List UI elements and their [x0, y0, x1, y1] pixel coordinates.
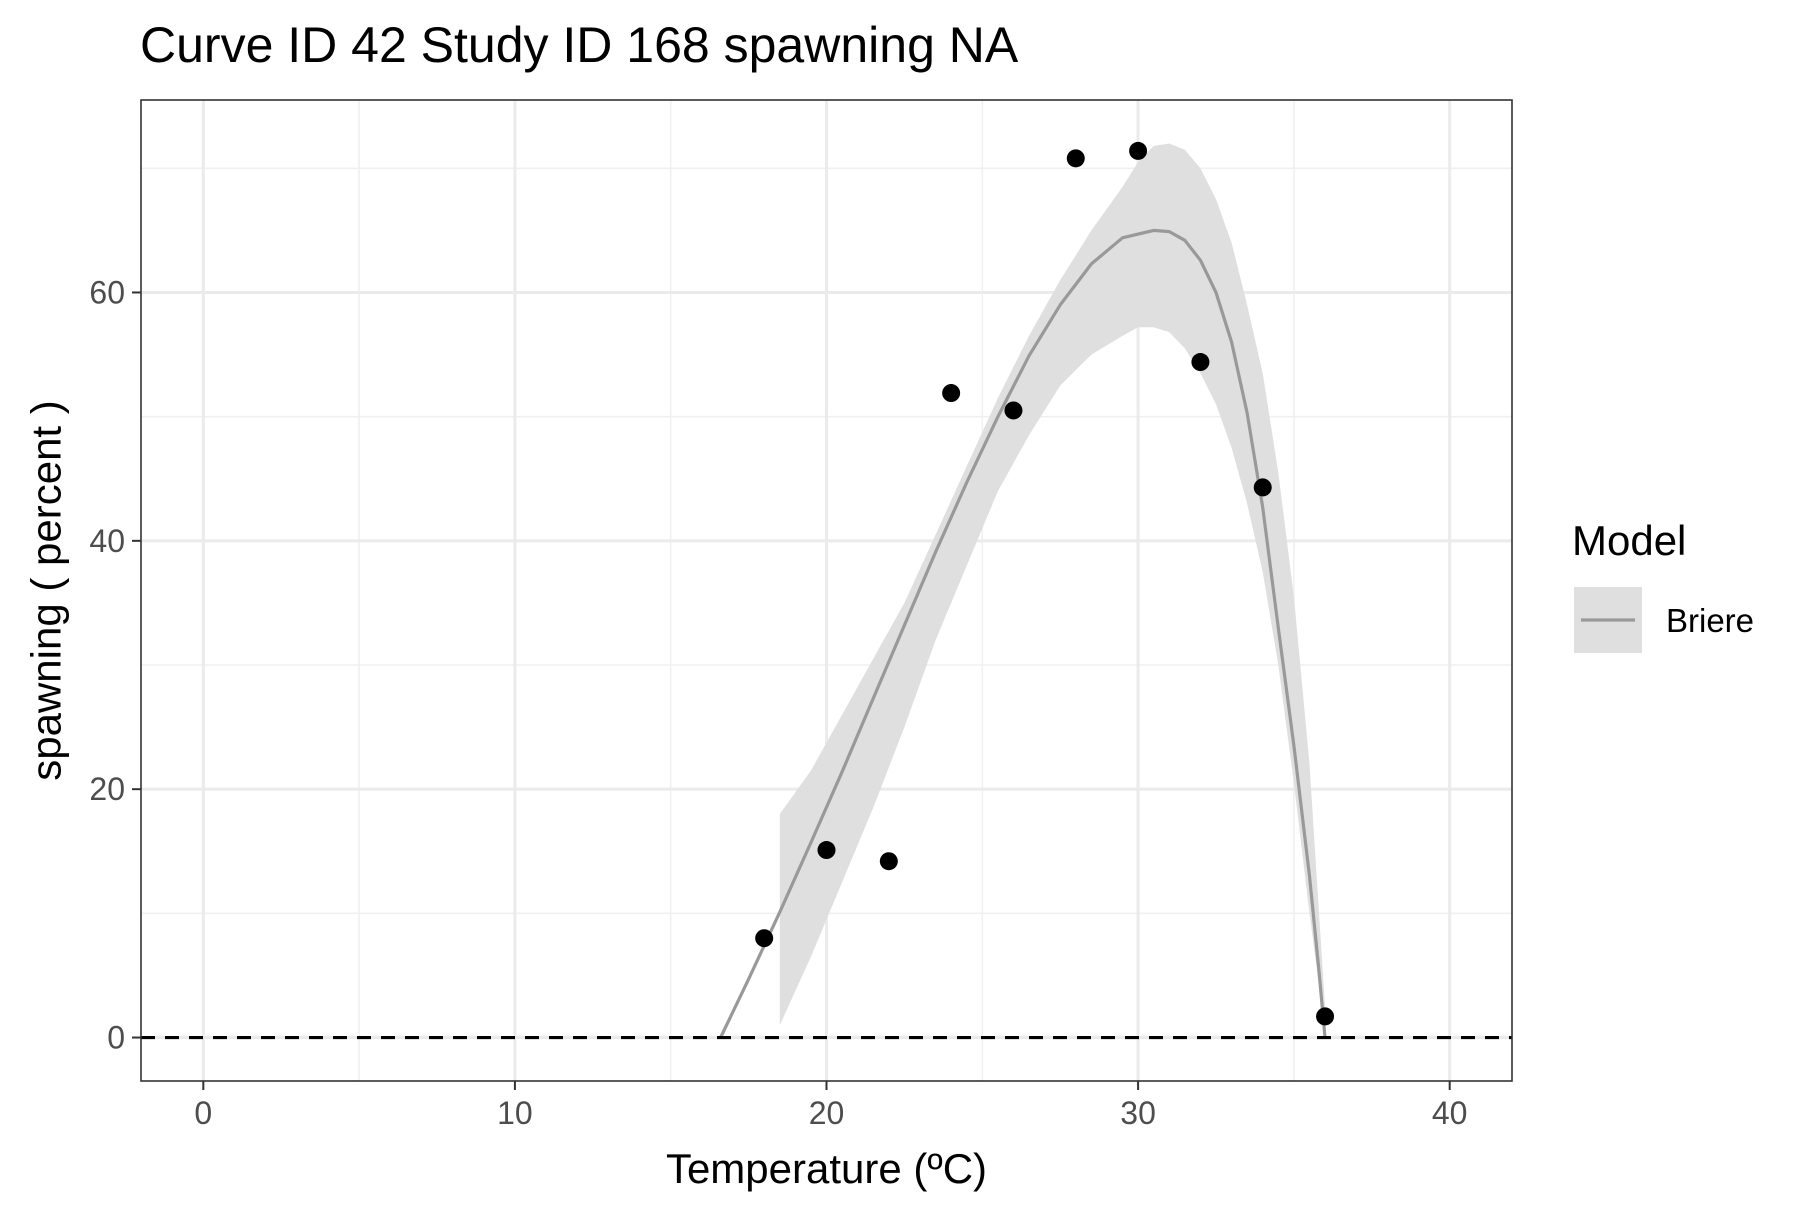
- x-tick-label: 30: [1120, 1095, 1156, 1131]
- chart-title: Curve ID 42 Study ID 168 spawning NA: [140, 17, 1019, 73]
- data-point: [755, 929, 774, 948]
- data-point: [879, 852, 898, 871]
- x-axis: 0 10 20 30 40: [194, 1081, 1467, 1131]
- data-point: [1316, 1007, 1335, 1026]
- legend: Model Briere: [1572, 517, 1754, 653]
- data-point: [1191, 353, 1210, 372]
- y-tick-label: 0: [107, 1020, 125, 1056]
- data-point: [817, 841, 836, 860]
- data-point: [1253, 478, 1272, 497]
- data-point: [1004, 401, 1023, 420]
- x-tick-label: 40: [1432, 1095, 1468, 1131]
- y-tick-label: 20: [89, 771, 125, 807]
- data-point: [1066, 149, 1085, 168]
- model-curve-briere: [719, 228, 1327, 1039]
- y-axis-title: spawning ( percent ): [23, 400, 70, 781]
- y-tick-label: 60: [89, 274, 125, 310]
- confidence-band-layer: [779, 143, 1325, 1032]
- confidence-band: [779, 143, 1325, 1032]
- data-point: [942, 384, 961, 403]
- y-axis: 0 20 40 60: [89, 274, 141, 1056]
- x-axis-title: Temperature (ºC): [666, 1145, 987, 1192]
- x-tick-label: 10: [497, 1095, 533, 1131]
- legend-title: Model: [1572, 517, 1686, 564]
- y-tick-label: 40: [89, 523, 125, 559]
- x-tick-label: 0: [194, 1095, 212, 1131]
- legend-label-briere: Briere: [1666, 602, 1754, 639]
- model-line-layer: [719, 228, 1327, 1039]
- legend-entries: Briere: [1574, 587, 1754, 653]
- x-tick-label: 20: [809, 1095, 845, 1131]
- data-point: [1129, 141, 1148, 160]
- data-points: [755, 141, 1335, 1026]
